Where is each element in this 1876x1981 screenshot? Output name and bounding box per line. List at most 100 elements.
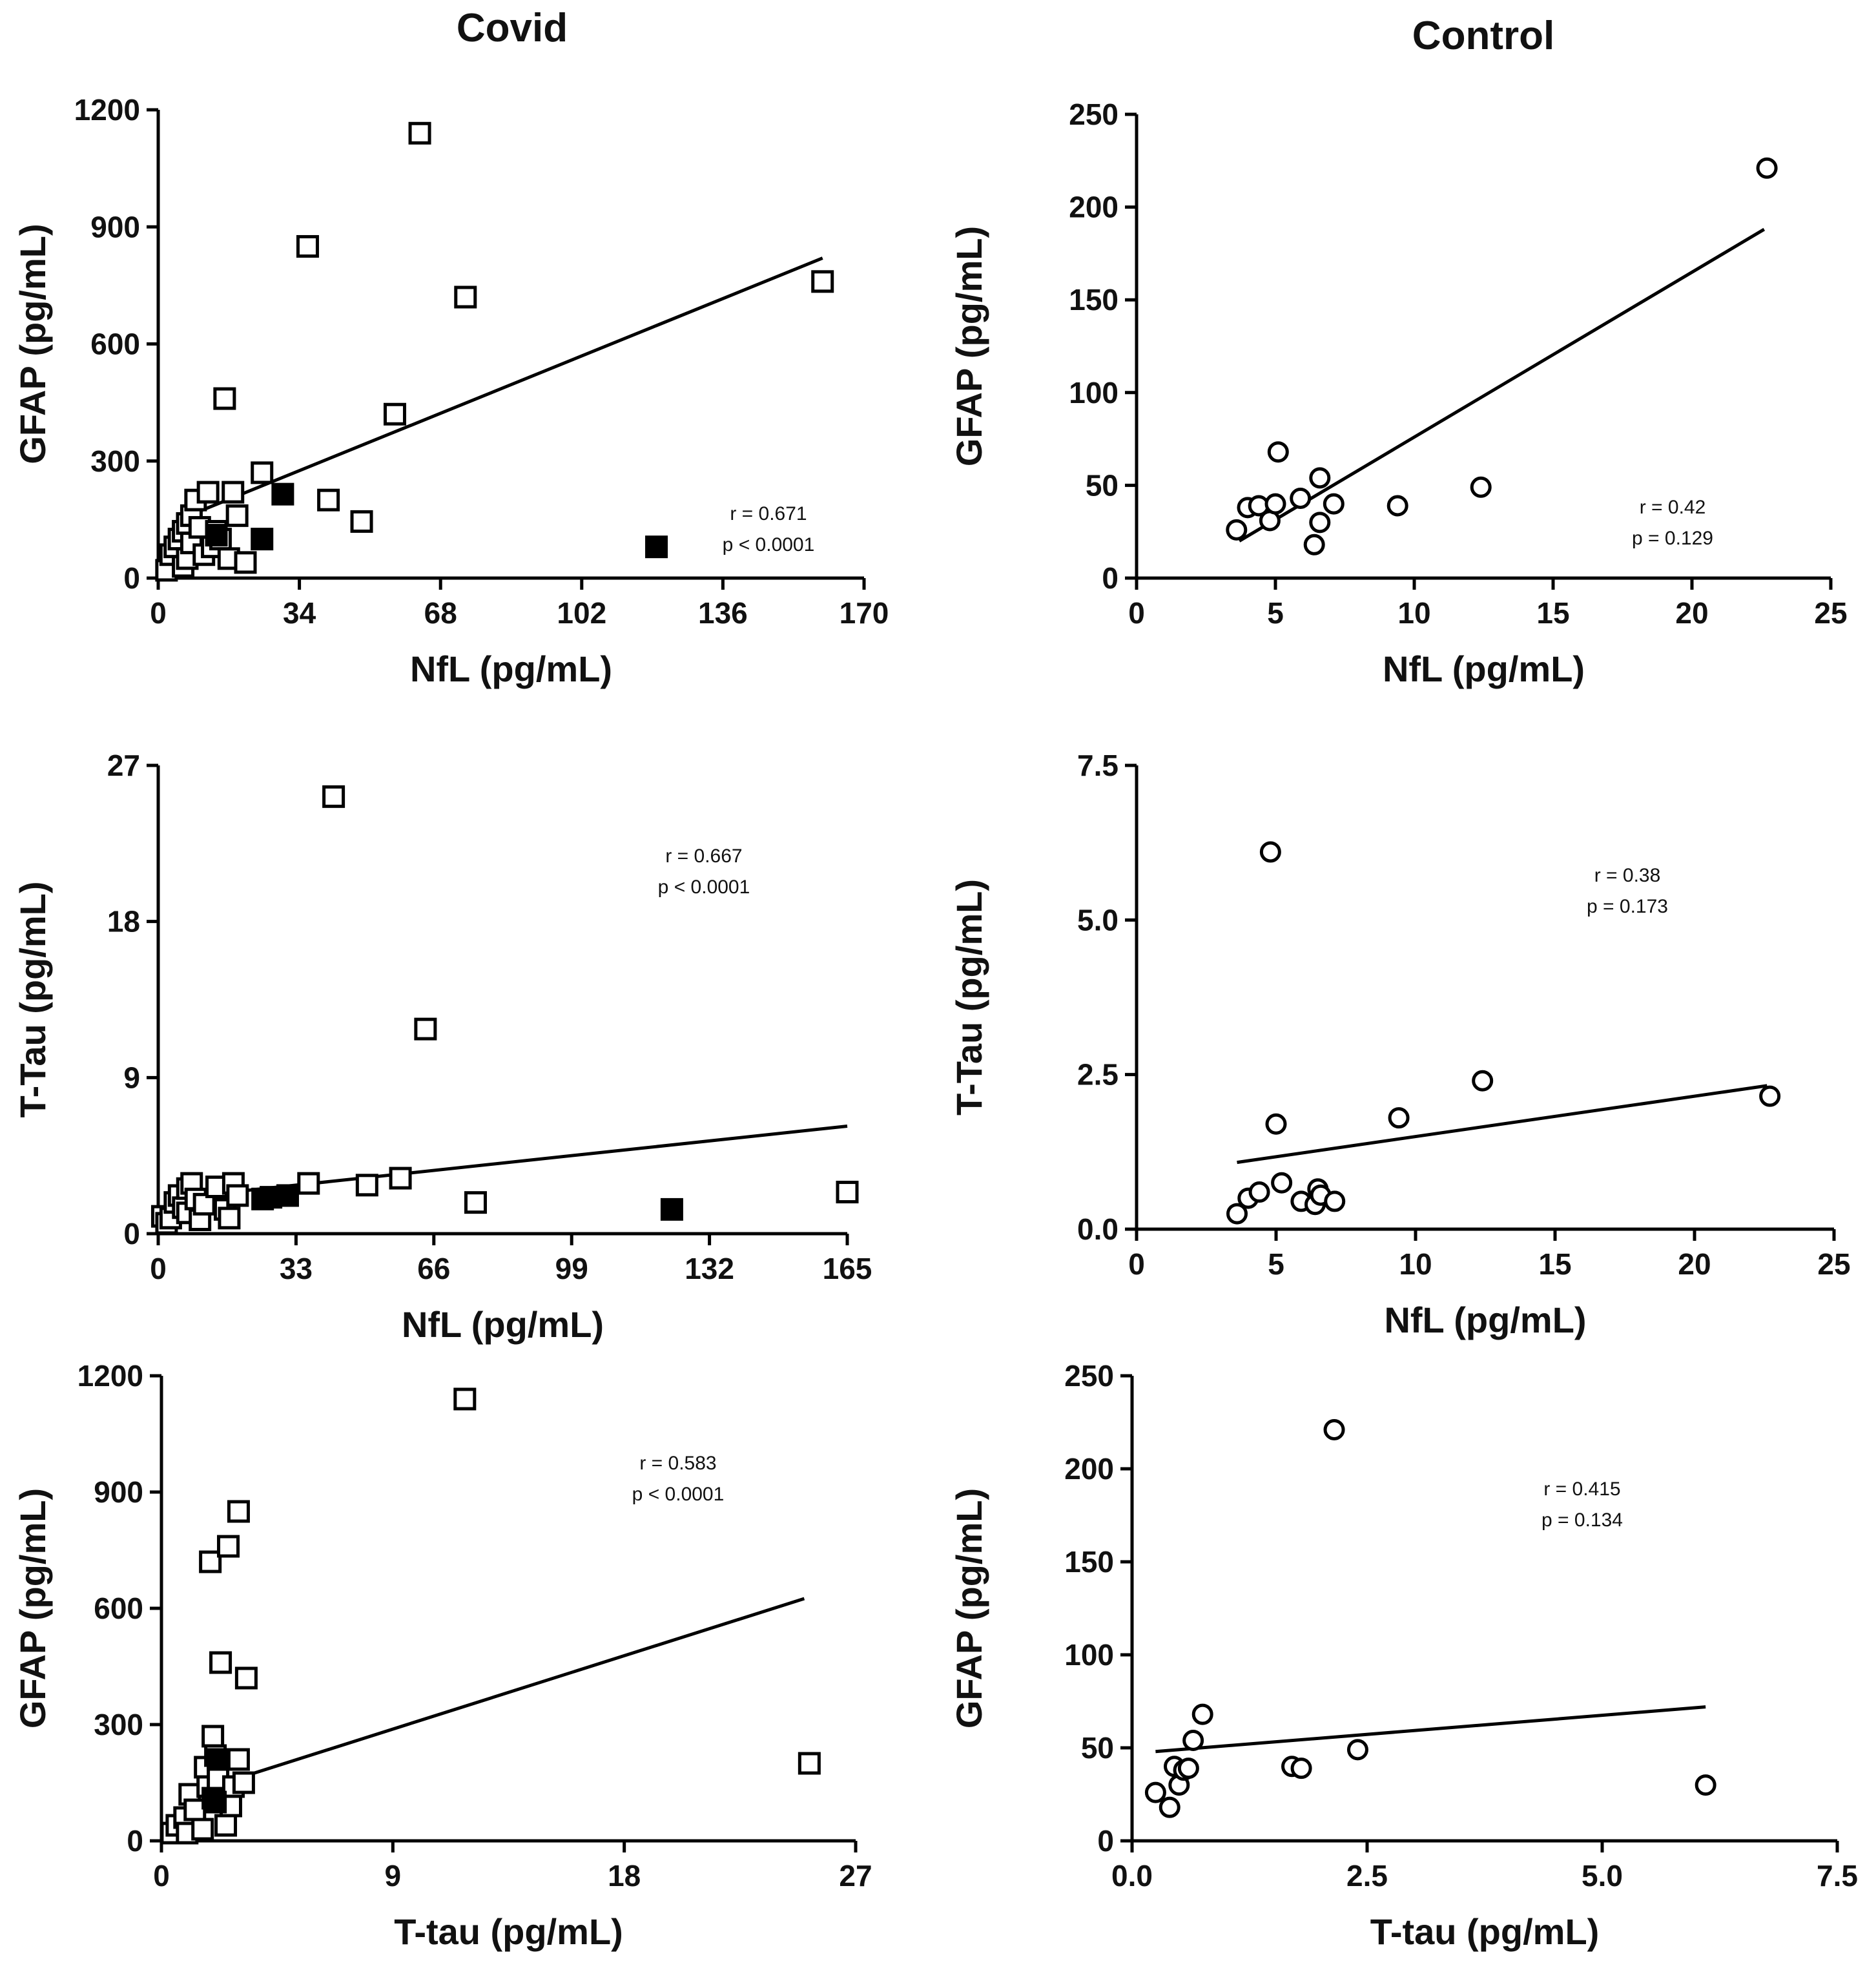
data-point (1248, 1181, 1270, 1203)
data-point-open (201, 1725, 225, 1748)
x-tick-label: 0 (150, 1252, 167, 1285)
y-axis-label: GFAP (pg/mL) (949, 226, 989, 466)
chart-control-ttau-vs-nfl: 0 5 10 15 20 25 0.0 2.5 5.0 7.5 NfL (pg/mL) T-Tau (… (949, 749, 1851, 1340)
y-tick-label: 27 (107, 749, 140, 782)
x-tick-label: 7.5 (1817, 1859, 1858, 1893)
y-tick-label: 600 (94, 1592, 143, 1625)
y-axis-label: T-Tau (pg/mL) (12, 882, 53, 1118)
data-point-open (191, 1818, 214, 1841)
data-point-filled (645, 535, 668, 559)
data-point-open (350, 510, 373, 533)
data-point (1309, 467, 1331, 489)
data-point-filled (276, 1184, 299, 1207)
y-tick-label: 100 (1069, 376, 1118, 410)
p-value: p = 0.134 (1541, 1509, 1623, 1531)
data-point-open (196, 481, 220, 504)
y-tick-label: 0 (123, 1217, 140, 1250)
x-tick-label: 66 (417, 1252, 450, 1285)
data-point-open (322, 785, 345, 808)
y-tick-label: 9 (123, 1061, 140, 1094)
r-value: r = 0.583 (639, 1453, 716, 1474)
x-tick-label: 68 (424, 596, 457, 630)
data-point (1346, 1739, 1368, 1761)
data-point (1259, 841, 1281, 863)
p-value: p < 0.0001 (658, 876, 750, 898)
x-tick-label: 0 (150, 596, 167, 630)
data-point-open (232, 1771, 255, 1794)
chart-covid-gfap-vs-nfl: 0 34 68 102 136 170 0 300 600 900 1200 NfL (pg/mL) G… (12, 93, 889, 689)
data-point-open (209, 1651, 232, 1674)
x-tick-label: 20 (1675, 596, 1708, 630)
r-value: r = 0.667 (665, 845, 742, 867)
data-point-open (453, 1387, 477, 1411)
data-point-open (226, 1184, 249, 1207)
p-value: p < 0.0001 (632, 1484, 725, 1505)
data-point (1182, 1729, 1204, 1751)
x-axis-label: NfL (pg/mL) (410, 648, 612, 689)
data-point-open (234, 551, 257, 574)
y-tick-label: 300 (90, 444, 140, 478)
x-tick-label: 165 (823, 1252, 872, 1285)
r-value: r = 0.38 (1594, 865, 1661, 886)
chart-covid-ttau-vs-nfl: 0 33 66 99 132 165 0 9 18 27 NfL (pg/mL) T-Tau (pg/… (12, 749, 872, 1345)
data-point-open (214, 1814, 238, 1837)
y-tick-label: 200 (1069, 191, 1118, 224)
x-tick-label: 0.0 (1111, 1859, 1153, 1893)
chart-control-gfap-vs-ttau: 0.0 2.5 5.0 7.5 0 50 100 150 200 250 T-tau (pg/mL)… (949, 1359, 1858, 1952)
data-point-open (251, 461, 274, 484)
data-point (1303, 534, 1325, 555)
data-point-open (836, 1181, 859, 1204)
data-point (1290, 1758, 1312, 1779)
y-axis-label: GFAP (pg/mL) (12, 223, 53, 464)
x-tick-label: 136 (698, 596, 748, 630)
p-value: p = 0.129 (1632, 528, 1713, 549)
data-point (1264, 493, 1286, 515)
chart-covid-gfap-vs-ttau: 0 9 18 27 0 300 600 900 1200 T-tau (pg/mL) GFAP (p… (12, 1359, 872, 1952)
data-point-filled (207, 1748, 230, 1771)
data-point-open (225, 504, 249, 527)
data-point-open (383, 402, 406, 426)
y-tick-label: 600 (90, 327, 140, 361)
x-axis-label: T-tau (pg/mL) (1370, 1911, 1600, 1952)
x-axis-label: NfL (pg/mL) (1383, 648, 1585, 689)
y-tick-label: 200 (1064, 1452, 1114, 1486)
data-point (1226, 519, 1248, 541)
data-point-open (234, 1666, 258, 1690)
y-tick-label: 2.5 (1077, 1058, 1118, 1092)
y-tick-label: 50 (1081, 1731, 1114, 1765)
data-point (1191, 1703, 1213, 1725)
data-point-open (213, 387, 236, 410)
regression-line (1155, 1705, 1706, 1754)
x-tick-label: 25 (1817, 1247, 1850, 1281)
y-tick-label: 150 (1064, 1545, 1114, 1579)
x-tick-label: 18 (608, 1859, 641, 1893)
data-point-open (798, 1752, 821, 1775)
x-tick-label: 25 (1814, 596, 1847, 630)
y-tick-label: 900 (94, 1475, 143, 1509)
data-point-open (389, 1167, 412, 1190)
data-point (1470, 476, 1492, 498)
x-tick-label: 132 (685, 1252, 734, 1285)
x-tick-label: 5 (1268, 1247, 1284, 1281)
data-point-open (296, 234, 319, 258)
y-tick-label: 18 (107, 905, 140, 939)
data-point (1265, 1113, 1287, 1135)
data-point (1271, 1172, 1293, 1194)
data-point-open (811, 270, 834, 293)
data-point-filled (660, 1198, 683, 1221)
control-column-title: Control (1412, 14, 1555, 58)
y-tick-label: 250 (1064, 1359, 1114, 1393)
y-tick-label: 0 (127, 1824, 143, 1858)
x-axis-label: NfL (pg/mL) (402, 1304, 604, 1345)
data-point-open (217, 1535, 240, 1558)
x-tick-label: 27 (839, 1859, 872, 1893)
data-point (1323, 1419, 1345, 1441)
x-tick-label: 10 (1399, 1247, 1432, 1281)
y-tick-label: 0 (123, 561, 140, 595)
regression-line (1237, 1084, 1768, 1165)
data-point-filled (251, 528, 274, 551)
x-tick-label: 15 (1536, 596, 1569, 630)
y-axis-label: GFAP (pg/mL) (949, 1488, 989, 1728)
